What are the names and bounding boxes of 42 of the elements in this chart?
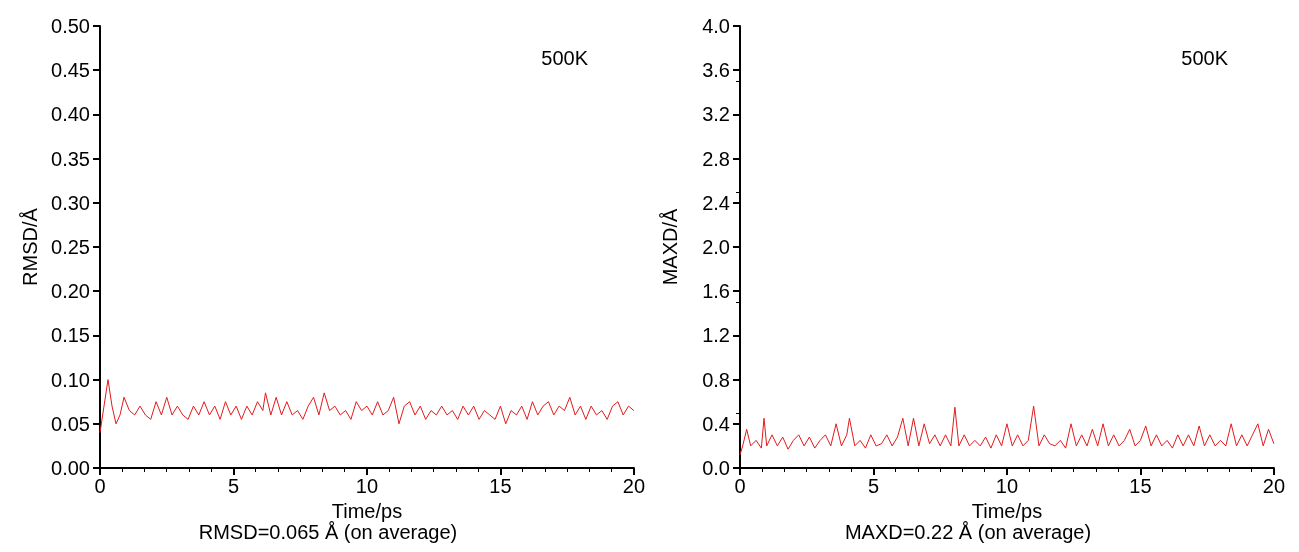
- text: MAXD=0.22 Å (on average): [844, 521, 1092, 543]
- annotation: 500K: [541, 47, 589, 69]
- x-tick-label: 5: [867, 475, 880, 497]
- x-tick-label: 10: [355, 475, 379, 497]
- y-tick-label: 0.15: [51, 324, 90, 347]
- y-tick-label: 0.20: [51, 280, 90, 303]
- y-tick-label: 0.05: [51, 412, 90, 435]
- x-tick-label: 0: [734, 475, 746, 497]
- x-tick-label: 15: [1129, 475, 1152, 497]
- x-axis-title: Time/ps: [331, 499, 403, 522]
- line-series: [739, 405, 1275, 456]
- x-tick-label: 0: [94, 475, 106, 497]
- x-axis-title: Time/ps: [971, 499, 1043, 522]
- y-tick-label: 0.35: [51, 147, 90, 170]
- line-series: [99, 379, 635, 434]
- y-tick-label: 4.0: [702, 15, 730, 37]
- y-axis-title: MAXD/Å: [659, 208, 681, 286]
- y-tick-label: 1.6: [702, 280, 730, 303]
- y-tick-label: 0.00: [51, 457, 90, 479]
- y-tick-label: 0.4: [702, 412, 730, 435]
- y-tick-label: 1.2: [702, 324, 730, 347]
- y-tick-label: 0.50: [51, 15, 90, 37]
- annotation: 500K: [1181, 47, 1229, 69]
- y-tick-label: 0.30: [51, 191, 90, 214]
- x-tick-label: 15: [489, 475, 512, 497]
- y-tick-label: 0.45: [51, 59, 90, 82]
- y-tick-label: 0.0: [702, 457, 730, 479]
- y-tick-label: 0.40: [51, 103, 90, 126]
- y-tick-label: 0.10: [51, 368, 90, 391]
- x-tick-label: 10: [995, 475, 1019, 497]
- y-tick-label: 2.8: [702, 147, 730, 170]
- y-tick-label: 0.25: [51, 236, 90, 258]
- y-axis-title: RMSD/Å: [19, 207, 41, 286]
- y-tick-label: 3.2: [702, 103, 730, 126]
- text: RMSD=0.065 Å (on average): [198, 521, 458, 543]
- y-tick-label: 2.0: [702, 236, 730, 258]
- y-tick-label: 0.8: [702, 368, 730, 391]
- y-tick-label: 2.4: [702, 191, 730, 214]
- x-tick-label: 20: [622, 475, 645, 497]
- y-tick-label: 3.6: [702, 59, 730, 82]
- x-tick-label: 20: [1262, 475, 1285, 497]
- x-tick-label: 5: [227, 475, 240, 497]
